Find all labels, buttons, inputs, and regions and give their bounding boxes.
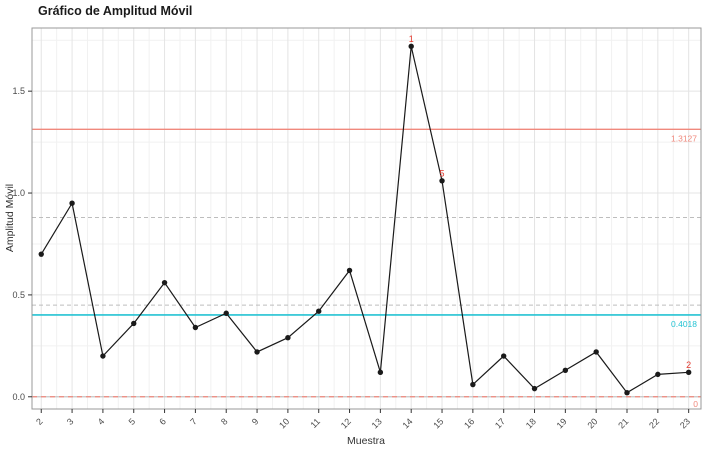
x-tick-label: 22 (647, 416, 661, 430)
x-axis-title: Muestra (347, 435, 385, 447)
x-tick-label: 23 (678, 416, 692, 430)
data-point (316, 308, 322, 314)
x-tick-label: 4 (96, 416, 107, 427)
cl-value-label: 0.4018 (671, 319, 697, 329)
data-point (593, 349, 599, 355)
x-tick-label: 5 (127, 416, 138, 427)
data-point (655, 371, 661, 378)
x-tick-label: 20 (585, 416, 599, 430)
panel-border (31, 27, 702, 410)
data-point (38, 251, 44, 257)
x-tick-label: 13 (370, 416, 384, 430)
data-point (531, 385, 538, 392)
x-tick-label: 18 (524, 416, 538, 430)
x-tick-label: 21 (616, 416, 630, 430)
chart-title: Gráfico de Amplitud Móvil (38, 4, 193, 18)
x-tick-label: 19 (555, 416, 569, 430)
x-tick-label: 3 (65, 416, 76, 427)
data-point (562, 367, 569, 373)
x-tick-label: 6 (157, 416, 168, 427)
data-point (223, 310, 229, 316)
x-tick-label: 8 (219, 416, 230, 427)
lcl-value-label: 0 (693, 399, 698, 409)
y-tick-label: 1.5 (12, 86, 25, 96)
x-tick-label: 12 (339, 416, 353, 430)
data-point (254, 349, 260, 355)
y-tick-label: 0.0 (12, 392, 25, 402)
zone-lines (32, 216, 701, 306)
x-tick-label: 10 (277, 416, 291, 430)
x-tick-label: 2 (34, 416, 45, 427)
x-tick-label: 17 (493, 416, 507, 430)
data-point (131, 320, 137, 327)
data-point (685, 369, 692, 376)
y-tick-label: 0.5 (12, 290, 25, 300)
ucl-value-label: 1.3127 (671, 133, 697, 143)
violation-label: 2 (686, 360, 691, 370)
data-point (69, 200, 75, 206)
data-point (161, 279, 168, 286)
violation-label: 1 (409, 34, 414, 44)
data-point (192, 324, 199, 331)
violation-label: 5 (440, 168, 445, 178)
x-tick-label: 11 (308, 416, 322, 430)
y-tick-label: 1.0 (12, 188, 25, 198)
data-point (346, 267, 353, 274)
data-point (439, 178, 445, 184)
data-point (624, 390, 630, 396)
series-line (40, 46, 689, 394)
x-tick-label: 14 (400, 416, 414, 430)
data-points (38, 43, 692, 396)
data-point (408, 43, 414, 50)
violation-labels: 1 5 2 (409, 34, 691, 370)
axes: 2 3 4 5 6 7 8 9 10 11 12 13 14 15 16 17 18 19 20 21 22 230.00… (12, 86, 692, 430)
x-tick-label: 7 (188, 416, 199, 427)
data-point (377, 369, 384, 376)
data-point (285, 334, 291, 341)
data-point (500, 353, 507, 359)
x-tick-label: 15 (431, 416, 445, 430)
x-tick-label: 16 (462, 416, 476, 430)
x-tick-label: 9 (250, 416, 261, 427)
data-point (470, 381, 476, 388)
y-axis-title: Amplitud Móvil (4, 183, 16, 253)
gridlines (32, 28, 701, 409)
data-point (100, 353, 106, 359)
